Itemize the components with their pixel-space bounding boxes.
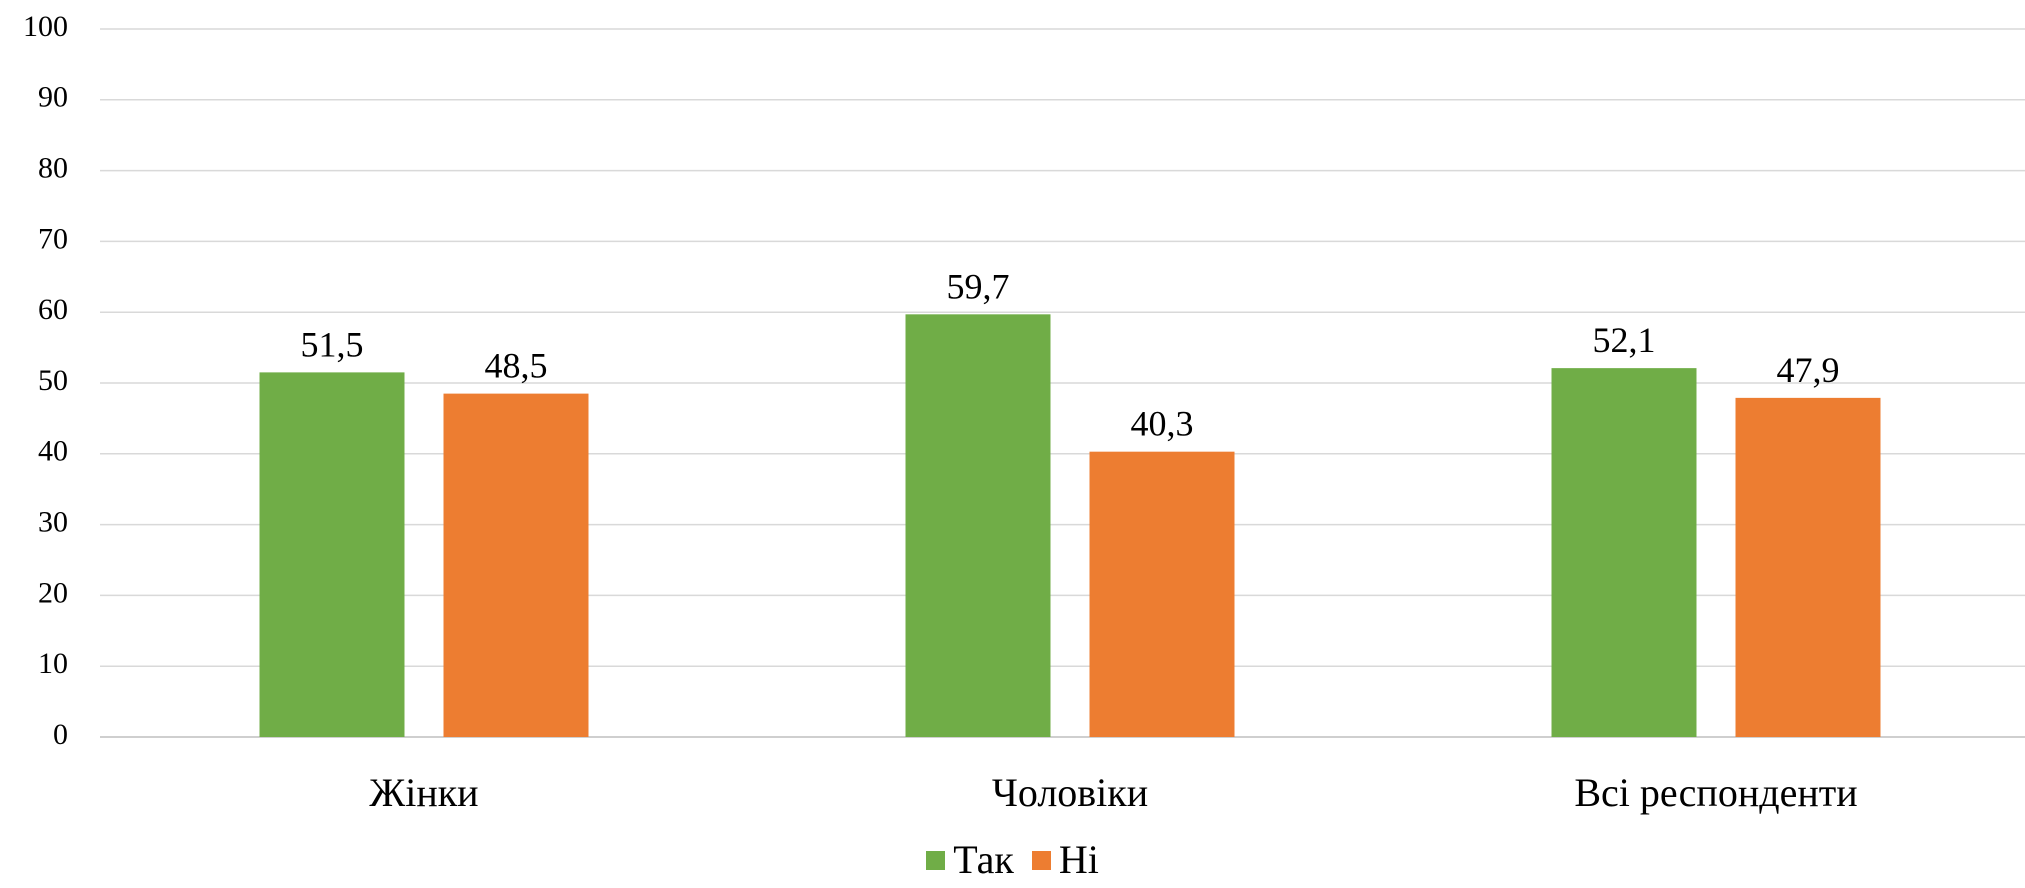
bar-yes <box>259 372 405 737</box>
bar-no <box>1735 397 1881 737</box>
data-labels: 51,5 59,7 52,1 48,5 40,3 47,9 <box>301 266 1840 443</box>
data-label: 48,5 <box>485 346 548 386</box>
legend-label-no: Ні <box>1058 837 1099 882</box>
x-axis-tick-labels: Жінки Чоловіки Всі респонденти <box>369 770 1857 815</box>
data-label: 47,9 <box>1777 350 1840 390</box>
legend-item-yes: Так <box>926 838 1014 882</box>
y-tick-label: 20 <box>38 576 68 609</box>
bar-no <box>1089 451 1235 737</box>
y-tick-label: 80 <box>38 151 68 184</box>
y-tick-label: 50 <box>38 364 68 397</box>
bar-yes <box>1551 368 1697 737</box>
x-tick-label: Всі респонденти <box>1574 770 1857 815</box>
x-tick-label: Чоловіки <box>992 770 1148 815</box>
legend: Так Ні <box>0 838 2025 882</box>
y-tick-label: 10 <box>38 647 68 680</box>
legend-swatch-yes <box>926 850 946 870</box>
bar-yes <box>905 314 1051 737</box>
y-tick-label: 100 <box>23 10 68 43</box>
data-label: 51,5 <box>301 324 364 364</box>
y-tick-label: 30 <box>38 505 68 538</box>
y-tick-label: 90 <box>38 81 68 114</box>
gridlines <box>100 28 2025 738</box>
data-label: 59,7 <box>947 266 1010 306</box>
data-label: 40,3 <box>1131 404 1194 444</box>
x-tick-label: Жінки <box>369 770 478 815</box>
y-tick-label: 40 <box>38 435 68 468</box>
y-tick-label: 60 <box>38 293 68 326</box>
legend-swatch-no <box>1031 850 1051 870</box>
bar-no <box>443 393 589 737</box>
legend-item-no: Ні <box>1031 837 1099 882</box>
y-tick-label: 70 <box>38 222 68 255</box>
y-axis-tick-labels: 0 10 20 30 40 50 60 70 80 90 100 <box>23 10 68 751</box>
bars <box>259 314 1881 737</box>
y-tick-label: 0 <box>53 718 68 751</box>
data-label: 52,1 <box>1593 320 1656 360</box>
legend-label-yes: Так <box>953 837 1014 882</box>
